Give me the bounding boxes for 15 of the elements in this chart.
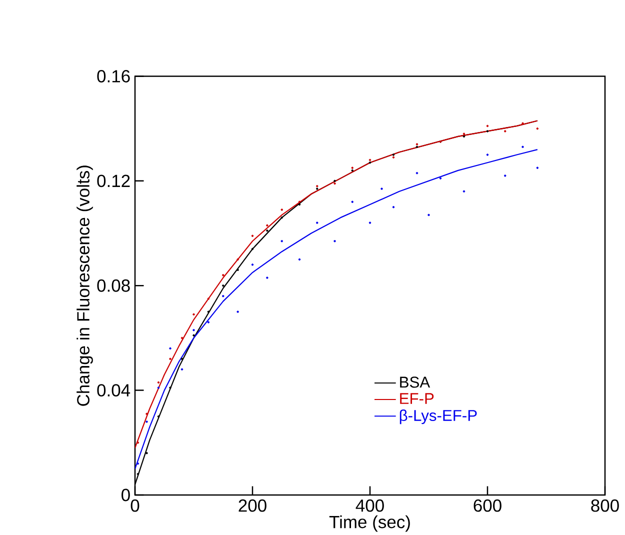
legend-label: EF-P bbox=[400, 393, 434, 404]
y-axis-title: Change in Fluorescence (volts) bbox=[76, 166, 93, 406]
y-tick-label: 0.04 bbox=[97, 384, 130, 397]
legend-label: BSA bbox=[400, 376, 430, 388]
x-tick-label: 600 bbox=[474, 499, 502, 512]
y-tick-label: 0 bbox=[122, 488, 130, 502]
x-axis-title: Time (sec) bbox=[329, 515, 410, 532]
x-tick-label: 400 bbox=[356, 499, 384, 512]
x-tick-label: 800 bbox=[591, 499, 619, 512]
y-tick-label: 0.12 bbox=[97, 174, 130, 188]
x-tick-label: 200 bbox=[238, 499, 266, 512]
legend-label: β-Lys-EF-P bbox=[400, 410, 477, 424]
y-tick-label: 0.16 bbox=[97, 70, 130, 82]
y-tick-label: 0.08 bbox=[97, 279, 130, 292]
x-tick-label: 0 bbox=[130, 499, 140, 512]
